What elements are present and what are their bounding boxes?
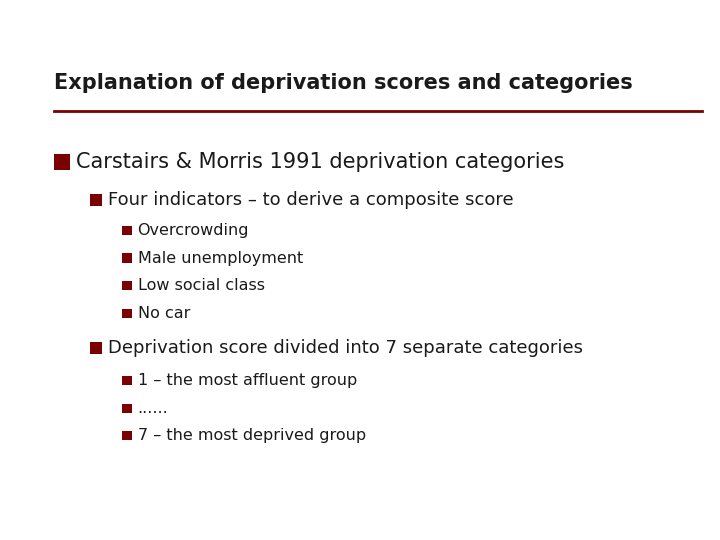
Text: Overcrowding: Overcrowding bbox=[138, 223, 249, 238]
Text: Low social class: Low social class bbox=[138, 278, 264, 293]
Text: 7 – the most deprived group: 7 – the most deprived group bbox=[138, 428, 366, 443]
FancyBboxPatch shape bbox=[122, 226, 132, 235]
FancyBboxPatch shape bbox=[122, 281, 132, 291]
Text: Male unemployment: Male unemployment bbox=[138, 251, 303, 266]
FancyBboxPatch shape bbox=[90, 194, 102, 206]
FancyBboxPatch shape bbox=[54, 154, 70, 170]
FancyBboxPatch shape bbox=[90, 342, 102, 354]
FancyBboxPatch shape bbox=[122, 403, 132, 413]
Text: Carstairs & Morris 1991 deprivation categories: Carstairs & Morris 1991 deprivation cate… bbox=[76, 152, 564, 172]
Text: ......: ...... bbox=[138, 401, 168, 416]
FancyBboxPatch shape bbox=[122, 431, 132, 441]
Text: Deprivation score divided into 7 separate categories: Deprivation score divided into 7 separat… bbox=[108, 339, 583, 357]
Text: Four indicators – to derive a composite score: Four indicators – to derive a composite … bbox=[108, 191, 513, 209]
FancyBboxPatch shape bbox=[122, 308, 132, 318]
Text: Explanation of deprivation scores and categories: Explanation of deprivation scores and ca… bbox=[54, 73, 633, 93]
FancyBboxPatch shape bbox=[122, 253, 132, 263]
FancyBboxPatch shape bbox=[122, 376, 132, 386]
Text: 1 – the most affluent group: 1 – the most affluent group bbox=[138, 373, 357, 388]
Text: No car: No car bbox=[138, 306, 190, 321]
